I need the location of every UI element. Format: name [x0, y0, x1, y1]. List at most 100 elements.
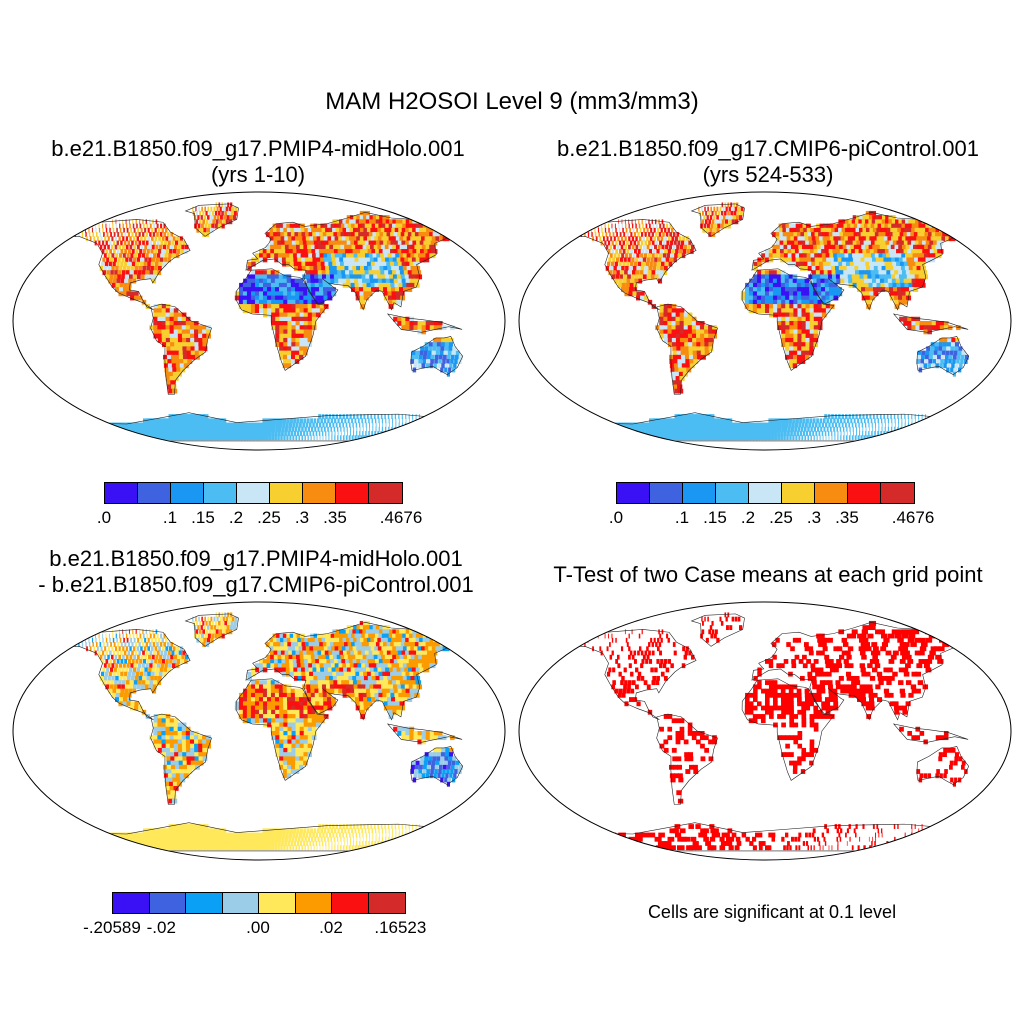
map-ttest-coastline-7 — [563, 822, 970, 852]
colorbar-picontrol-swatch-0 — [617, 483, 650, 503]
map-difference-coastline-7 — [57, 822, 464, 852]
map-ttest-frame — [518, 601, 1012, 861]
map-picontrol-frame — [518, 191, 1012, 451]
map-panel-difference — [12, 601, 506, 861]
map-midholo-frame — [12, 191, 506, 451]
colorbar-difference-swatch-0 — [113, 893, 150, 913]
colorbar-picontrol-label-2: .15 — [703, 508, 727, 527]
map-difference-coastline-6 — [386, 723, 463, 743]
panel3-title: b.e21.B1850.f09_g17.PMIP4-midHolo.001 - … — [0, 546, 512, 598]
map-midholo-coastline-6 — [386, 313, 463, 333]
significance-note: Cells are significant at 0.1 level — [647, 902, 897, 922]
map-ttest-coastline-6 — [892, 723, 969, 743]
map-midholo-coastline-1 — [150, 303, 212, 395]
map-midholo-coastline-0 — [60, 219, 191, 310]
map-ttest-coastline-2 — [741, 678, 835, 781]
panel1-title-line1: b.e21.B1850.f09_g17.PMIP4-midHolo.001 — [51, 136, 465, 161]
map-difference-coastline-5 — [410, 746, 464, 785]
colorbar-midholo-label-7: .4676 — [379, 508, 423, 527]
colorbar-picontrol-label-3: .2 — [740, 508, 756, 527]
colorbar-midholo-swatch-1 — [138, 483, 171, 503]
map-ttest-coastline-1 — [656, 713, 718, 805]
figure-title: MAM H2OSOI Level 9 (mm3/mm3) — [325, 88, 699, 115]
colorbar-midholo-label-5: .3 — [294, 508, 310, 527]
colorbar-difference-swatch-5 — [295, 893, 332, 913]
panel2-title: b.e21.B1850.f09_g17.CMIP6-piControl.001 … — [518, 136, 1018, 188]
colorbar-difference-label-4: .16523 — [374, 918, 427, 937]
map-ttest-coastline-4 — [690, 613, 745, 647]
map-panel-picontrol — [518, 191, 1012, 451]
map-picontrol-coastline-4 — [690, 203, 745, 237]
colorbar-midholo-label-3: .2 — [228, 508, 244, 527]
map-ttest-coastline-0 — [566, 629, 697, 720]
map-difference-coastline-4 — [184, 613, 239, 647]
colorbar-difference-label-3: .02 — [319, 918, 343, 937]
colorbar-picontrol-swatch-3 — [716, 483, 749, 503]
panel1-title: b.e21.B1850.f09_g17.PMIP4-midHolo.001 (y… — [8, 136, 508, 188]
colorbar-picontrol-label-1: .1 — [674, 508, 690, 527]
map-picontrol-coastline-1 — [656, 303, 718, 395]
colorbar-picontrol-label-7: .4676 — [891, 508, 935, 527]
colorbar-picontrol-swatch-2 — [683, 483, 716, 503]
map-panel-midholo — [12, 191, 506, 451]
panel4-title-line1: T-Test of two Case means at each grid po… — [553, 562, 983, 587]
panel3-title-line2: - b.e21.B1850.f09_g17.CMIP6-piControl.00… — [38, 572, 474, 597]
map-midholo-coastline-3 — [245, 212, 468, 311]
map-picontrol-coastline-5 — [916, 336, 970, 375]
colorbar-midholo-swatch-5 — [270, 483, 303, 503]
colorbar-midholo-swatch-8 — [369, 483, 402, 503]
colorbar-midholo-label-0: .0 — [96, 508, 112, 527]
map-picontrol-coastline-2 — [741, 268, 835, 371]
colorbar-picontrol-swatch-7 — [848, 483, 881, 503]
colorbar-midholo-label-4: .25 — [257, 508, 281, 527]
map-difference-coastline-1 — [150, 713, 212, 805]
colorbar-difference-label-1: -.02 — [146, 918, 176, 937]
map-difference-frame — [12, 601, 506, 861]
colorbar-picontrol-swatch-8 — [881, 483, 914, 503]
colorbar-difference-swatch-6 — [332, 893, 369, 913]
panel2-title-line2: (yrs 524-533) — [702, 162, 834, 187]
panel4-title: T-Test of two Case means at each grid po… — [512, 562, 1024, 588]
colorbar-picontrol-swatch-6 — [815, 483, 848, 503]
colorbar-midholo-swatch-4 — [237, 483, 270, 503]
colorbar-picontrol-label-6: .35 — [835, 508, 859, 527]
colorbar-picontrol — [616, 482, 915, 504]
colorbar-difference-swatch-4 — [259, 893, 296, 913]
panel2-title-line1: b.e21.B1850.f09_g17.CMIP6-piControl.001 — [557, 136, 979, 161]
colorbar-difference-label-2: .00 — [246, 918, 270, 937]
map-difference-land-cells — [58, 612, 469, 851]
colorbar-picontrol-label-4: .25 — [769, 508, 793, 527]
panel1-title-line2: (yrs 1-10) — [210, 162, 306, 187]
map-difference-coastline-2 — [235, 678, 329, 781]
colorbar-difference-swatch-2 — [186, 893, 223, 913]
map-picontrol-coastline-3 — [751, 212, 974, 311]
map-ttest-land-cells — [568, 612, 972, 851]
colorbar-picontrol-swatch-1 — [650, 483, 683, 503]
map-midholo-coastline-7 — [57, 412, 464, 442]
panel3-title-line1: b.e21.B1850.f09_g17.PMIP4-midHolo.001 — [49, 546, 463, 571]
colorbar-picontrol-label-5: .3 — [806, 508, 822, 527]
colorbar-difference-swatch-3 — [222, 893, 259, 913]
colorbar-midholo-label-1: .1 — [162, 508, 178, 527]
map-midholo-coastline-5 — [410, 336, 464, 375]
map-difference-coastline-3 — [245, 622, 468, 721]
colorbar-midholo-label-6: .35 — [323, 508, 347, 527]
colorbar-difference-label-0: -.20589 — [83, 918, 141, 937]
map-difference-coastline-0 — [60, 629, 191, 720]
map-midholo-coastline-2 — [235, 268, 329, 371]
colorbar-picontrol-swatch-5 — [782, 483, 815, 503]
map-picontrol-coastline-7 — [563, 412, 970, 442]
map-ttest-coastline-3 — [751, 622, 974, 721]
colorbar-midholo-swatch-7 — [336, 483, 369, 503]
map-picontrol-land-cells — [564, 202, 975, 441]
colorbar-midholo-swatch-3 — [204, 483, 237, 503]
colorbar-midholo-label-2: .15 — [191, 508, 215, 527]
colorbar-picontrol-swatch-4 — [749, 483, 782, 503]
map-picontrol-coastline-0 — [566, 219, 697, 310]
colorbar-midholo-swatch-6 — [303, 483, 336, 503]
colorbar-midholo-swatch-2 — [171, 483, 204, 503]
colorbar-midholo-swatch-0 — [105, 483, 138, 503]
colorbar-difference-swatch-7 — [368, 893, 405, 913]
map-midholo-land-cells — [58, 202, 469, 441]
colorbar-difference — [112, 892, 406, 914]
